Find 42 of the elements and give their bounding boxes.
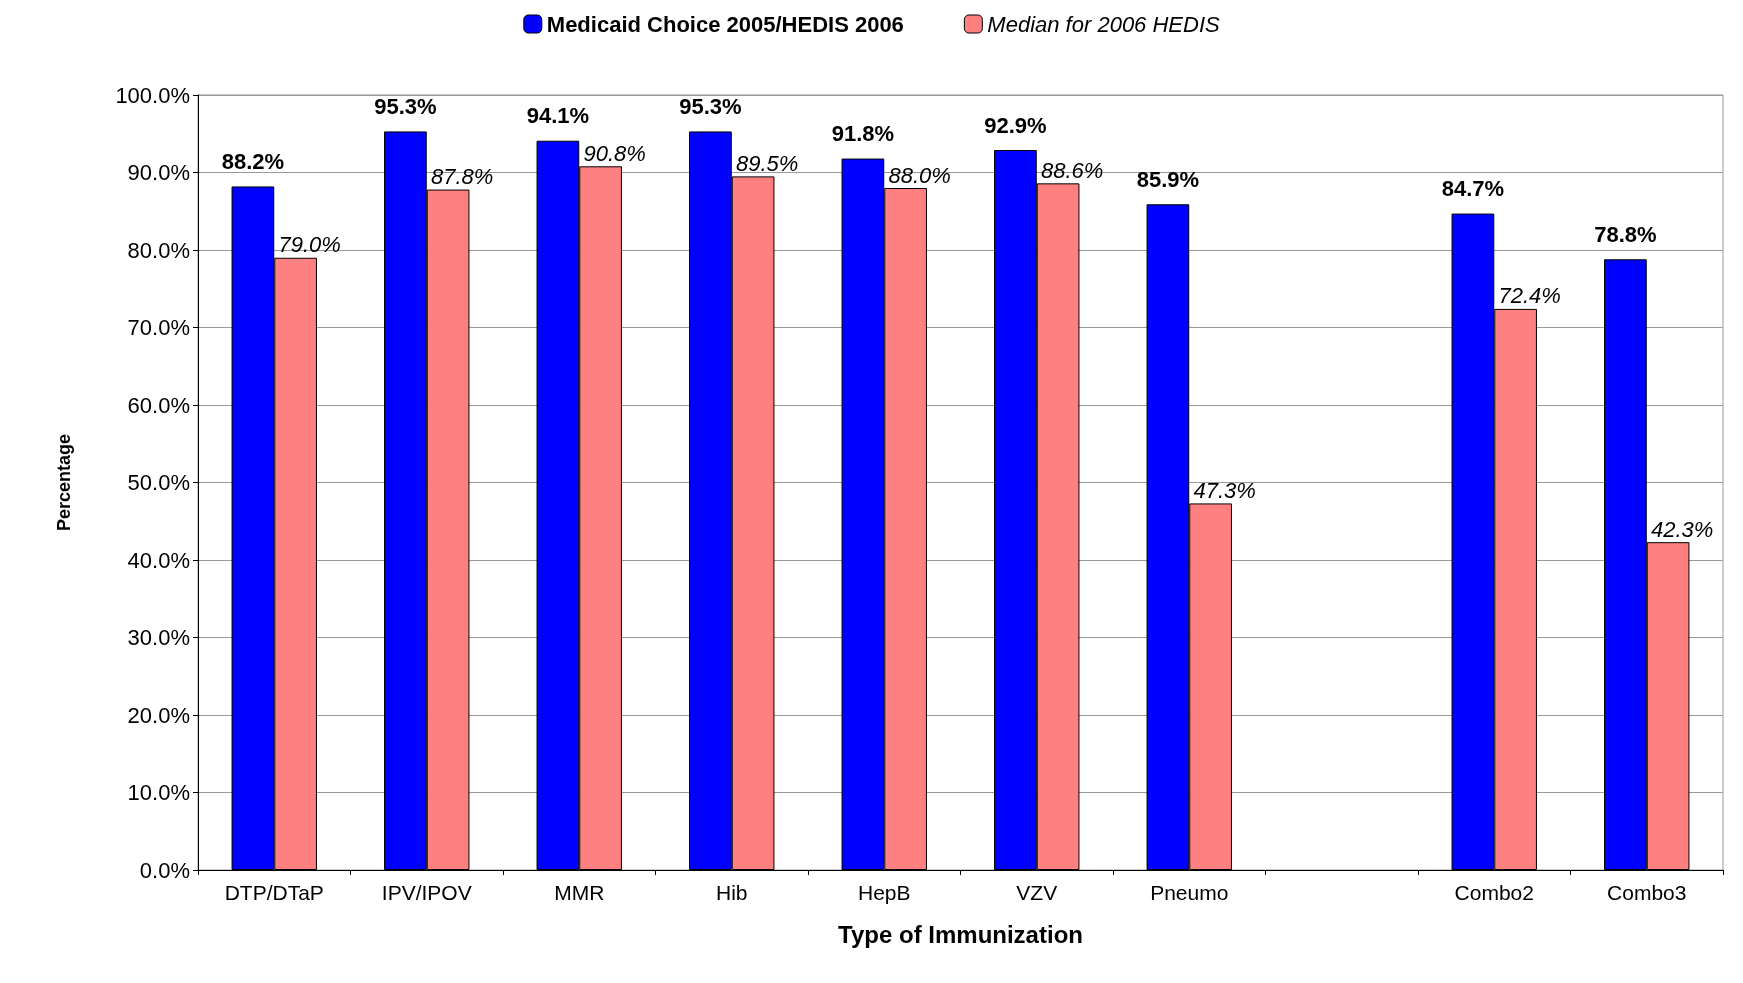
legend-label: Medicaid Choice 2005/HEDIS 2006 <box>546 11 904 37</box>
x-tick-label: Combo2 <box>1454 881 1534 904</box>
y-tick-label: 60.0% <box>127 392 190 418</box>
x-tick-label: Hib <box>715 881 748 904</box>
x-axis-title: Type of Immunization <box>838 920 1083 948</box>
data-label: 79.0% <box>278 232 341 258</box>
y-tick-label: 80.0% <box>127 237 190 263</box>
x-tick-label: HepB <box>857 881 911 904</box>
y-axis-title: Percentage <box>54 433 74 532</box>
y-tick-label: 40.0% <box>127 547 190 573</box>
x-tick-label: MMR <box>554 881 605 904</box>
data-label: 90.8% <box>583 140 646 166</box>
data-label: 94.1% <box>526 103 590 129</box>
y-tick-label: 100.0% <box>115 82 190 108</box>
data-label: 88.0% <box>888 162 951 188</box>
data-label: 84.7% <box>1441 176 1505 202</box>
data-label: 91.8% <box>831 121 895 147</box>
data-label: 88.6% <box>1040 157 1104 183</box>
y-tick-label: 30.0% <box>127 625 190 650</box>
data-label: 89.5% <box>735 150 799 176</box>
y-tick-label: 0.0% <box>139 857 190 883</box>
data-label: 87.8% <box>430 164 494 190</box>
y-tick-label: 20.0% <box>127 702 190 728</box>
data-label: 95.3% <box>679 93 742 119</box>
data-label: 92.9% <box>984 112 1047 138</box>
y-tick-label: 50.0% <box>127 470 190 495</box>
data-label: 47.3% <box>1193 477 1256 503</box>
data-label: 88.2% <box>221 148 285 174</box>
x-tick-label: VZV <box>1016 881 1058 904</box>
data-label: 78.8% <box>1594 221 1657 247</box>
x-tick-label: Pneumo <box>1150 881 1229 904</box>
data-label: 72.4% <box>1498 283 1561 309</box>
y-tick-label: 70.0% <box>127 315 190 340</box>
data-label: 95.3% <box>374 93 437 119</box>
data-label: 42.3% <box>1650 516 1714 542</box>
x-tick-label: DTP/DTaP <box>224 881 324 904</box>
x-tick-label: Combo3 <box>1607 881 1687 904</box>
data-label: 85.9% <box>1136 166 1200 192</box>
y-tick-label: 90.0% <box>127 160 190 185</box>
legend-label: Median for 2006 HEDIS <box>987 11 1221 37</box>
x-tick-label: IPV/IPOV <box>381 881 472 904</box>
y-tick-label: 10.0% <box>127 780 190 805</box>
